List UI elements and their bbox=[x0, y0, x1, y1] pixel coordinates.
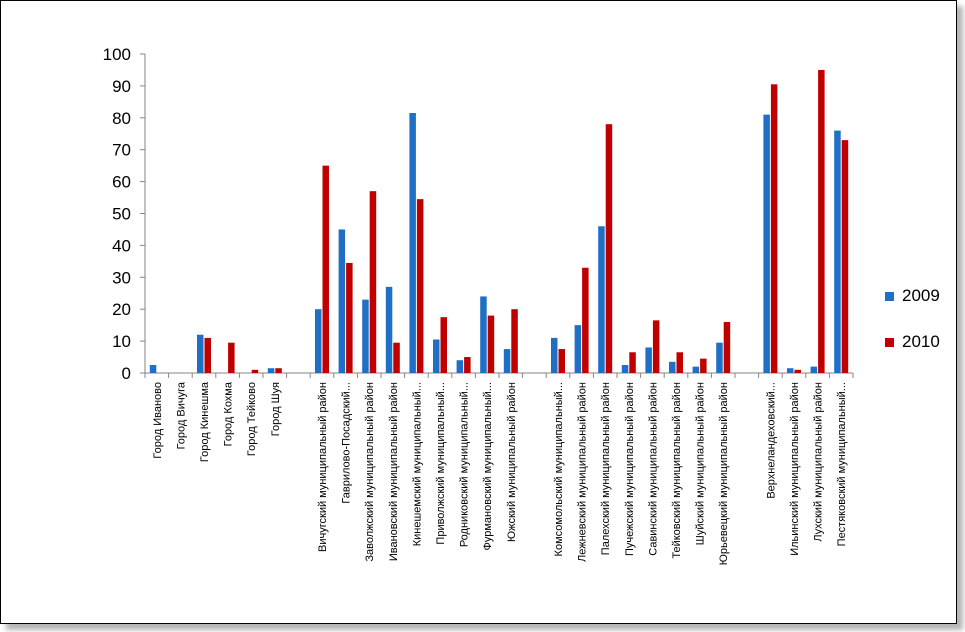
x-tick-label: Город Кохма bbox=[223, 381, 235, 446]
x-tick-label: Шуйский муниципальный район bbox=[695, 382, 707, 545]
y-tick-label: 30 bbox=[112, 268, 131, 287]
bar-2010-8 bbox=[346, 262, 353, 373]
bar-2009-20 bbox=[621, 365, 629, 373]
bar-2010-29 bbox=[841, 140, 849, 373]
x-tick-label: Верхнеландеховский... bbox=[765, 382, 777, 499]
bar-2010-27 bbox=[794, 369, 801, 373]
y-tick-label: 100 bbox=[103, 45, 131, 64]
x-tick-label: Ивановский муниципальный район bbox=[388, 382, 400, 561]
chart-frame: 0 10 20 30 40 50 60 70 80 90 100 Город Иваново Горо… bbox=[0, 0, 957, 624]
bar-2009-14 bbox=[480, 296, 487, 373]
y-tick-label: 50 bbox=[112, 205, 131, 224]
bar-2010-10 bbox=[393, 342, 400, 373]
y-tick-label: 90 bbox=[112, 77, 131, 96]
x-axis: Город Иваново Город Вичуга Город Кинешма Го… bbox=[144, 372, 854, 565]
bar-2009-22 bbox=[669, 361, 676, 373]
bar-2009-26 bbox=[763, 114, 770, 374]
y-tick-label: 60 bbox=[112, 173, 131, 192]
bar-2009-2 bbox=[197, 334, 204, 373]
legend-label-2010: 2010 bbox=[902, 332, 940, 351]
bar-2010-28 bbox=[818, 69, 825, 373]
x-tick-label: Город Тейково bbox=[246, 382, 258, 456]
y-tick-label: 20 bbox=[112, 300, 131, 319]
bar-2010-5 bbox=[275, 368, 282, 373]
bar-2010-22 bbox=[676, 352, 683, 373]
x-tick-label: Тейковский муниципальный район bbox=[671, 382, 683, 559]
bar-2009-5 bbox=[267, 368, 275, 373]
x-tick-label: Гаврилово-Посадский... bbox=[341, 382, 353, 504]
bar-2009-12 bbox=[433, 339, 440, 373]
bar-2009-11 bbox=[409, 113, 416, 373]
x-tick-label: Ильинский муниципальный район bbox=[789, 382, 801, 556]
bar-2009-7 bbox=[315, 309, 322, 373]
x-tick-label: Комсомольский муниципальный... bbox=[553, 382, 565, 556]
bar-2010-7 bbox=[322, 165, 329, 373]
x-tick-label: Город Кинешма bbox=[199, 381, 211, 462]
bar-2009-17 bbox=[551, 337, 558, 373]
bar-2010-14 bbox=[487, 315, 495, 373]
bar-2009-24 bbox=[716, 342, 723, 373]
legend-swatch-2010 bbox=[885, 337, 894, 347]
bar-2010-4 bbox=[251, 369, 259, 373]
x-tick-label: Город Иваново bbox=[152, 382, 164, 459]
x-tick-label: Палехский муниципальный район bbox=[600, 382, 612, 555]
bar-2010-9 bbox=[369, 191, 377, 373]
x-tick-label: Заволжский муниципальный район bbox=[364, 382, 376, 562]
legend-swatch-2009 bbox=[885, 291, 894, 301]
y-axis: 0 10 20 30 40 50 60 70 80 90 100 bbox=[103, 45, 146, 383]
bar-2009-28 bbox=[810, 366, 818, 373]
bar-2009-21 bbox=[645, 347, 652, 373]
bar-2009-15 bbox=[503, 349, 511, 373]
bar-2010-21 bbox=[652, 320, 660, 373]
x-tick-label: Город Шуя bbox=[270, 382, 282, 436]
x-tick-label: Южский муниципальный район bbox=[506, 382, 518, 542]
x-tick-label: Родниковский муниципальный... bbox=[459, 382, 471, 547]
x-tick-label: Кинешемский муниципальный... bbox=[411, 382, 423, 546]
bar-2009-29 bbox=[834, 130, 841, 373]
bar-2009-10 bbox=[385, 286, 393, 373]
bar-2009-19 bbox=[598, 226, 605, 373]
bar-2010-3 bbox=[228, 342, 235, 373]
bar-2009-8 bbox=[338, 229, 346, 373]
x-tick-label: Пучежский муниципальный район bbox=[624, 382, 636, 556]
bar-2010-19 bbox=[605, 124, 613, 374]
bar-2009-27 bbox=[787, 368, 794, 373]
bar-2009-9 bbox=[362, 299, 369, 373]
bar-2009-18 bbox=[574, 325, 582, 373]
legend-item-2010: 2010 bbox=[885, 331, 940, 353]
y-tick-label: 10 bbox=[112, 332, 131, 351]
bar-2010-18 bbox=[582, 267, 589, 373]
y-tick-label: 0 bbox=[122, 364, 131, 383]
bar-2010-11 bbox=[416, 199, 424, 373]
y-tick-label: 40 bbox=[112, 236, 131, 255]
bar-2010-12 bbox=[440, 317, 447, 373]
bar-2009-23 bbox=[692, 366, 700, 373]
legend-item-2009: 2009 bbox=[885, 285, 940, 307]
x-tick-label: Лежневский муниципальный район bbox=[577, 382, 589, 562]
legend-label-2009: 2009 bbox=[902, 286, 940, 305]
x-tick-label: Вичугский муниципальный район bbox=[317, 382, 329, 552]
x-tick-label: Приволжский муниципальный... bbox=[435, 382, 447, 545]
x-tick-label: Савинский муниципальный район bbox=[647, 382, 659, 556]
bars bbox=[149, 69, 849, 374]
bar-2010-24 bbox=[723, 321, 731, 373]
bar-2009-13 bbox=[456, 360, 464, 373]
x-tick-label: Фурмановский муниципальный... bbox=[482, 382, 494, 550]
y-tick-label: 70 bbox=[112, 141, 131, 160]
x-tick-label: Пестяковский муниципальный... bbox=[836, 382, 848, 546]
bar-2010-20 bbox=[629, 352, 636, 373]
legend: 2009 2010 bbox=[885, 285, 940, 377]
x-tick-label: Город Вичуга bbox=[175, 381, 187, 449]
bar-2010-13 bbox=[464, 357, 471, 373]
bar-2010-17 bbox=[558, 349, 565, 373]
bar-2010-26 bbox=[770, 84, 778, 374]
bar-2010-15 bbox=[511, 309, 518, 373]
x-tick-label: Юрьевецкий муниципальный район bbox=[718, 382, 730, 565]
bar-2010-2 bbox=[204, 337, 211, 373]
y-tick-label: 80 bbox=[112, 109, 131, 128]
x-tick-label: Лухский муниципальный район bbox=[813, 382, 825, 542]
bar-2009-0 bbox=[149, 365, 157, 373]
bar-2010-23 bbox=[700, 358, 707, 373]
